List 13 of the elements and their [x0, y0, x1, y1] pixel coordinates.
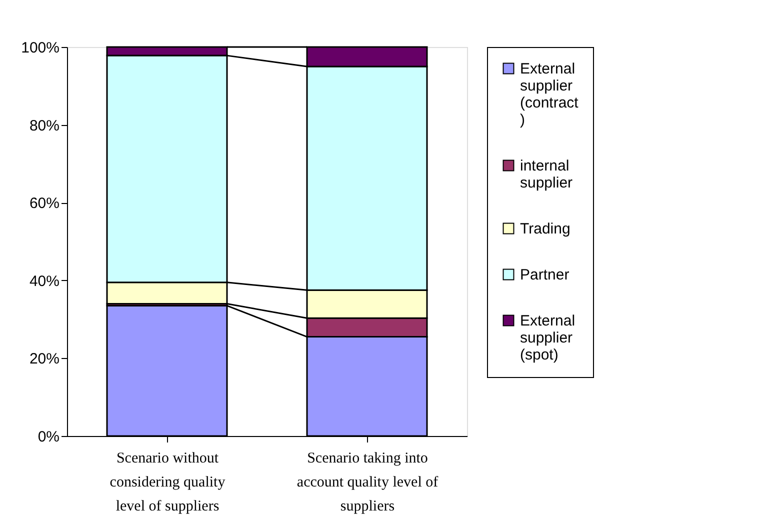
x-tick-label: Scenario without considering quality level of suppliers — [110, 450, 226, 514]
legend-label: External supplier (contract) — [520, 60, 580, 128]
legend-label: Trading — [520, 220, 570, 238]
legend-label: External supplier (spot) — [520, 312, 576, 364]
y-tick-label: 40% — [29, 272, 60, 290]
y-tick-label: 80% — [29, 117, 60, 134]
legend-label: Partner — [520, 266, 570, 284]
y-tick-label: 20% — [29, 350, 60, 368]
y-tick-label: 100% — [21, 40, 60, 56]
y-tick-label: 0% — [38, 428, 60, 446]
x-tick-label: Scenario taking into account quality level of suppliers — [296, 450, 438, 514]
legend-label: internal supplier — [520, 158, 573, 192]
y-tick-label: 60% — [29, 195, 60, 212]
